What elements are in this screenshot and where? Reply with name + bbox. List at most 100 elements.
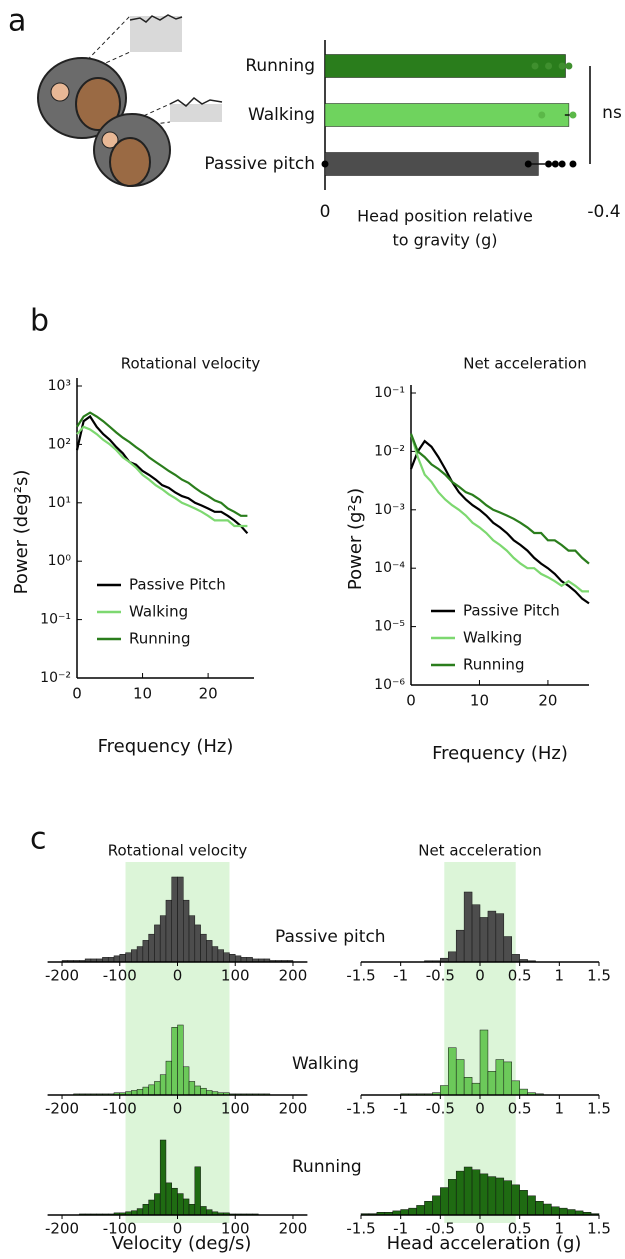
chart-title: Net acceleration <box>463 355 587 373</box>
x-tick-label: -100 <box>103 1100 137 1118</box>
panel-label: c <box>30 822 47 857</box>
histogram-bar <box>136 1089 144 1096</box>
histogram-bar <box>183 1198 190 1216</box>
category-label: Passive pitch <box>204 154 315 174</box>
x-tick-label: 200 <box>279 1220 308 1238</box>
histogram-bar <box>206 1209 213 1216</box>
histogram-bar <box>223 952 230 963</box>
histogram-bar <box>416 1205 425 1216</box>
y-tick-label: 10³ <box>48 378 71 394</box>
dashed-line <box>67 51 131 81</box>
x-tick-label: 0 <box>475 1100 485 1118</box>
series-line <box>409 433 590 565</box>
histogram-bar <box>519 1088 528 1096</box>
histogram-bar <box>511 1184 520 1216</box>
histogram-bar <box>455 1170 465 1216</box>
histogram-bar <box>487 1071 497 1096</box>
series-line <box>76 425 248 528</box>
histogram-bar <box>511 1080 520 1096</box>
histogram-bar <box>194 924 201 963</box>
row-label: Passive pitch <box>275 927 386 947</box>
histogram-bar <box>495 1059 505 1096</box>
histogram-bar <box>159 1074 167 1096</box>
histogram-bar <box>131 949 138 963</box>
x-tick-label: 0 <box>475 967 485 985</box>
x-tick-label: 0 <box>173 1100 183 1118</box>
histogram-bar <box>177 1024 184 1096</box>
x-tick-label: -0.4 <box>587 202 620 222</box>
x-tick-label: 0 <box>320 202 331 222</box>
histogram-bar <box>495 913 505 963</box>
x-axis-label: to gravity (g) <box>392 231 497 250</box>
histogram-bar <box>229 954 236 963</box>
y-tick-label: 10⁻⁵ <box>374 619 405 635</box>
x-tick-label: 0 <box>173 1220 183 1238</box>
category-label: Walking <box>248 105 315 125</box>
signal-trace <box>129 14 183 23</box>
histogram-bar <box>440 1187 449 1216</box>
x-tick-label: -1.5 <box>346 967 375 985</box>
x-tick-label: -200 <box>45 1100 79 1118</box>
histogram-bar <box>154 1193 161 1216</box>
y-tick-label: 10⁻² <box>40 670 71 686</box>
chart-title: Net acceleration <box>418 842 542 860</box>
chart-title: Rotational velocity <box>121 355 261 373</box>
data-point <box>551 160 559 168</box>
histogram-bar <box>165 1182 172 1216</box>
data-point <box>558 160 566 168</box>
histogram-bar <box>194 1166 201 1216</box>
y-tick-label: 10¹ <box>48 495 71 511</box>
panel-label: b <box>30 304 49 339</box>
histogram-bar <box>503 1180 512 1216</box>
histogram-bar <box>455 1059 465 1096</box>
y-axis-label: Power (g²s) <box>345 488 366 590</box>
histogram-bar <box>148 1199 155 1216</box>
histogram-bar <box>487 1176 497 1216</box>
x-tick-label: 1 <box>555 967 565 985</box>
signal-box <box>170 104 222 122</box>
x-tick-label: -100 <box>103 1220 137 1238</box>
monkey-ear <box>101 131 119 149</box>
histogram-bar <box>136 1208 144 1216</box>
histogram-bar <box>217 949 224 963</box>
panel-label: a <box>8 4 26 39</box>
histogram-bar <box>188 915 196 963</box>
y-tick-label: 10² <box>48 436 71 452</box>
y-tick-label: 10⁻³ <box>374 502 405 518</box>
histogram-bar <box>194 1085 201 1096</box>
histogram-bar <box>148 933 155 963</box>
histogram-bar <box>200 1087 207 1096</box>
x-tick-label: 1 <box>555 1100 565 1118</box>
x-tick-label: 0.5 <box>508 1220 532 1238</box>
legend-label: Passive Pitch <box>129 576 226 594</box>
x-tick-label: 0.5 <box>508 967 532 985</box>
x-tick-label: -1.5 <box>346 1100 375 1118</box>
legend-label: Walking <box>129 603 188 621</box>
chart-title: Rotational velocity <box>108 842 248 860</box>
histogram-bar <box>408 1207 417 1216</box>
histogram-bar <box>463 891 473 963</box>
annotation: ns <box>602 103 622 123</box>
category-label: Running <box>245 56 315 76</box>
data-point <box>524 160 532 168</box>
bar <box>324 152 539 176</box>
x-tick-label: 100 <box>221 967 250 985</box>
x-tick-label: -200 <box>45 1220 79 1238</box>
x-tick-label: 10 <box>133 685 152 703</box>
histogram-bar <box>535 1201 544 1216</box>
histogram-bar <box>471 1169 481 1216</box>
x-tick-label: 20 <box>538 692 557 710</box>
y-tick-label: 10⁻² <box>374 443 405 459</box>
legend-label: Running <box>463 656 524 674</box>
legend-label: Walking <box>463 629 522 647</box>
histogram-bar <box>200 1206 207 1216</box>
x-tick-label: -0.5 <box>426 1100 455 1118</box>
y-tick-label: 10⁻¹ <box>40 612 71 628</box>
histogram-bar <box>171 876 178 963</box>
y-tick-label: 10⁻¹ <box>374 385 405 401</box>
histogram-bar <box>463 1077 473 1096</box>
x-tick-label: 0 <box>72 685 82 703</box>
histogram-bar <box>551 1206 560 1216</box>
histogram-bar <box>527 1195 536 1216</box>
x-tick-label: -0.5 <box>426 967 455 985</box>
